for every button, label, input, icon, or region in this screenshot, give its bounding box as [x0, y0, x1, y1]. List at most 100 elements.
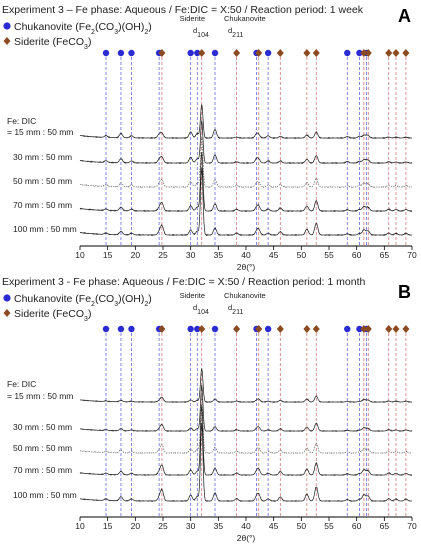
x-tick-label: 45	[269, 521, 279, 531]
x-tick-label: 70	[407, 521, 417, 531]
chukanovite-peak-annotation: Chukanovite	[224, 291, 266, 300]
x-tick-label: 35	[214, 521, 224, 531]
chukanovite-peak-marker	[356, 49, 363, 57]
x-tick-label: 25	[158, 521, 168, 531]
chukanovite-peak-marker	[211, 49, 219, 57]
siderite-legend-label: Siderite (FeCO3)	[14, 36, 91, 51]
siderite-peak-marker	[312, 49, 320, 57]
siderite-peak-marker	[385, 49, 393, 57]
chukanovite-peak-marker	[211, 325, 219, 333]
xrd-trace-series	[79, 395, 413, 455]
siderite-peak-marker	[255, 325, 263, 333]
xrd-trace-series	[79, 422, 413, 503]
x-tick-label: 30	[186, 521, 196, 531]
chukanovite-hkl-annotation: d211	[228, 303, 243, 316]
x-tick-label: 50	[297, 250, 307, 260]
series-label: = 15 mm : 50 mm	[7, 391, 73, 401]
siderite-peak-marker	[233, 325, 241, 333]
siderite-hkl-annotation: d104	[193, 303, 209, 316]
chukanovite-peak-marker	[264, 325, 272, 333]
panel-letter: A	[398, 6, 411, 26]
chukanovite-peak-marker	[264, 49, 272, 57]
chukanovite-peak-marker	[102, 49, 110, 57]
x-tick-label: 65	[380, 250, 390, 260]
chukanovite-legend-marker	[3, 22, 11, 30]
siderite-peak-marker	[392, 325, 400, 333]
xrd-trace-series	[79, 120, 413, 165]
siderite-legend-marker	[3, 37, 11, 45]
siderite-peak-marker	[360, 49, 368, 57]
xrd-trace-series	[79, 104, 413, 140]
x-tick-label: 15	[103, 250, 113, 260]
x-tick-label: 10	[75, 250, 85, 260]
chukanovite-peak-marker	[117, 325, 125, 333]
x-tick-label: 15	[103, 521, 113, 531]
siderite-legend-marker	[3, 309, 11, 317]
x-tick-label: 40	[241, 521, 251, 531]
chukanovite-peak-marker	[194, 325, 201, 333]
series-label: = 15 mm : 50 mm	[7, 127, 73, 137]
x-tick-label: 50	[297, 521, 307, 531]
siderite-peak-marker	[158, 325, 166, 333]
series-label: 30 mm : 50 mm	[13, 152, 72, 162]
xrd-trace-series	[79, 405, 413, 477]
xrd-trace-series	[79, 136, 413, 189]
x-tick-label: 10	[75, 521, 85, 531]
x-tick-label: 55	[324, 521, 334, 531]
chukanovite-peak-marker	[117, 49, 125, 57]
siderite-peak-marker	[392, 49, 400, 57]
chukanovite-peak-marker	[128, 325, 135, 333]
siderite-peak-marker	[233, 49, 241, 57]
x-tick-label: 70	[407, 250, 417, 260]
x-tick-label: 40	[241, 250, 251, 260]
x-tick-label: 60	[352, 521, 362, 531]
siderite-hkl-annotation: d104	[193, 26, 209, 39]
xrd-trace-series	[79, 368, 413, 404]
siderite-peak-marker	[303, 49, 311, 57]
series-label: 100 mm : 50 mm	[13, 224, 77, 234]
chukanovite-legend-label: Chukanovite (Fe2(CO3)(OH)2)	[14, 21, 152, 36]
series-label: 70 mm : 50 mm	[13, 465, 72, 475]
chukanovite-peak-annotation: Chukanovite	[224, 14, 266, 23]
panel-a: Experiment 3 – Fe phase: Aqueous / Fe:DI…	[2, 4, 417, 272]
chart-title: Experiment 3 - Fe phase: Aqueous / Fe:DI…	[2, 276, 365, 288]
x-tick-label: 20	[131, 250, 141, 260]
x-tick-label: 45	[269, 250, 279, 260]
fe-dic-label: Fe: DIC	[7, 379, 36, 389]
siderite-peak-marker	[198, 325, 206, 333]
xrd-trace-series	[79, 167, 413, 237]
x-axis-label: 2θ(°)	[237, 262, 256, 272]
siderite-peak-marker	[198, 49, 206, 57]
series-label: 30 mm : 50 mm	[13, 422, 72, 432]
x-tick-label: 65	[380, 521, 390, 531]
siderite-peak-marker	[402, 49, 410, 57]
series-label: 50 mm : 50 mm	[13, 443, 72, 453]
chukanovite-peak-marker	[344, 325, 351, 333]
siderite-peak-marker	[312, 325, 320, 333]
siderite-peak-marker	[276, 325, 284, 333]
chart-title: Experiment 3 – Fe phase: Aqueous / Fe:DI…	[2, 4, 364, 16]
x-tick-label: 20	[131, 521, 141, 531]
x-tick-label: 25	[158, 250, 168, 260]
siderite-peak-annotation: Siderite	[180, 291, 205, 300]
x-tick-label: 55	[324, 250, 334, 260]
siderite-peak-marker	[158, 49, 166, 57]
fe-dic-label: Fe: DIC	[7, 116, 36, 126]
siderite-peak-annotation: Siderite	[180, 14, 205, 23]
series-label: 100 mm : 50 mm	[13, 490, 77, 500]
chukanovite-peak-marker	[102, 325, 110, 333]
x-tick-label: 60	[352, 250, 362, 260]
siderite-peak-marker	[364, 49, 372, 57]
x-tick-label: 30	[186, 250, 196, 260]
series-label: 70 mm : 50 mm	[13, 200, 72, 210]
chukanovite-legend-marker	[3, 294, 11, 302]
chukanovite-peak-marker	[187, 325, 194, 333]
siderite-peak-marker	[385, 325, 393, 333]
chukanovite-legend-label: Chukanovite (Fe2(CO3)(OH)2)	[14, 293, 152, 308]
chukanovite-peak-marker	[187, 49, 194, 57]
siderite-legend-label: Siderite (FeCO3)	[14, 308, 91, 323]
panel-b: Experiment 3 - Fe phase: Aqueous / Fe:DI…	[2, 276, 417, 543]
siderite-peak-marker	[364, 325, 372, 333]
siderite-peak-marker	[276, 49, 284, 57]
